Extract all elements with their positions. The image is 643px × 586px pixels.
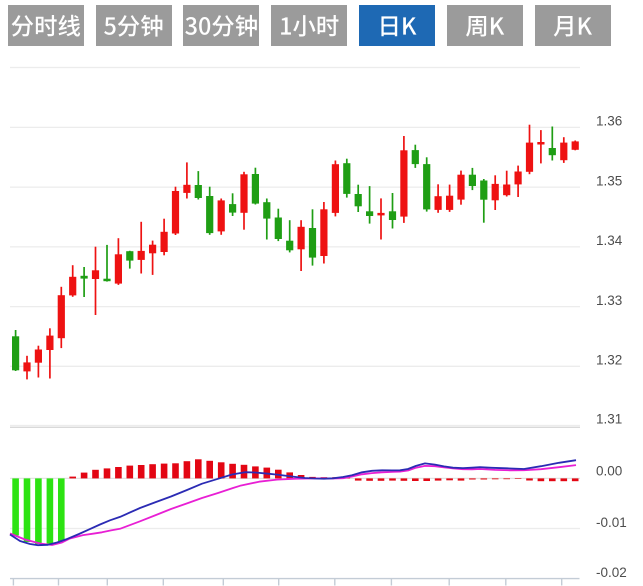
svg-text:1.34: 1.34 bbox=[596, 233, 623, 248]
svg-text:-0.02: -0.02 bbox=[596, 565, 627, 580]
svg-text:-0.01: -0.01 bbox=[596, 515, 627, 530]
svg-text:1.36: 1.36 bbox=[596, 114, 622, 129]
svg-text:1.33: 1.33 bbox=[596, 293, 622, 308]
svg-text:1.32: 1.32 bbox=[596, 353, 622, 368]
svg-text:0.00: 0.00 bbox=[596, 464, 622, 479]
svg-text:1.35: 1.35 bbox=[596, 173, 622, 188]
svg-text:1.31: 1.31 bbox=[596, 412, 622, 427]
